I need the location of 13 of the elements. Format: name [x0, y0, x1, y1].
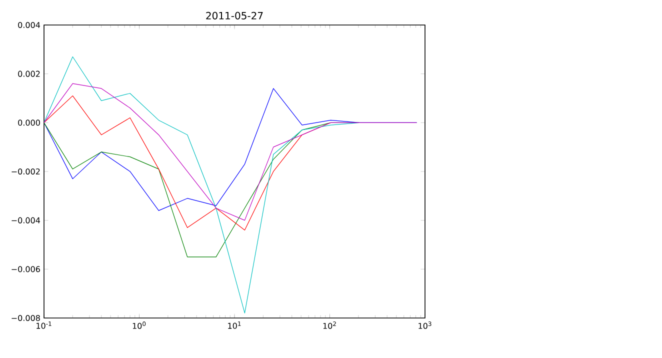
y-tick-label: −0.002 [12, 168, 40, 175]
x-tick-label: 10$^{2}$ [323, 322, 336, 329]
x-tick-label: 10$^{1}$ [228, 322, 241, 329]
x-tick-label: 10$^{0}$ [132, 322, 146, 329]
x-tick-label: 10$^{3}$ [418, 322, 432, 329]
x-tick-label: 10$^{-1}$ [36, 322, 52, 329]
y-tick-label: −0.008 [12, 314, 40, 322]
y-tick-label: −0.004 [12, 217, 40, 224]
y-tick-label: 0.002 [18, 70, 40, 77]
y-tick-label: 0.000 [18, 120, 40, 126]
chart-title: 2011-05-27 [206, 12, 263, 20]
y-tick-label: 0.004 [18, 22, 40, 28]
y-tick-label: −0.006 [12, 266, 40, 272]
